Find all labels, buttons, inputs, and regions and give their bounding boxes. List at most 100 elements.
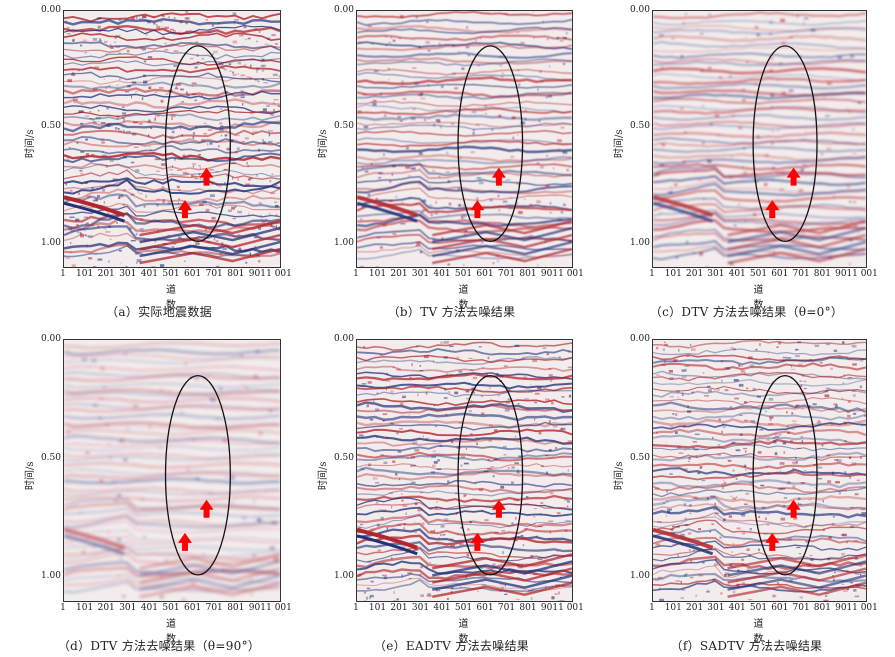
x-tick-label: 701 <box>205 603 223 613</box>
x-tick-label: 301 <box>707 269 725 279</box>
x-tick-label: 301 <box>411 603 430 613</box>
x-tick-label: 1 001 <box>558 603 584 613</box>
arrow-up-icon <box>177 200 192 219</box>
x-tick-label: 401 <box>728 269 746 279</box>
x-tick-label: 401 <box>728 603 746 613</box>
x-tick-label: 1 <box>649 603 655 613</box>
x-tick-label: 101 <box>368 603 387 613</box>
x-tick-label: 301 <box>411 269 430 279</box>
x-tick-label: 1 <box>60 269 66 279</box>
x-tick-label: 1 001 <box>558 269 584 279</box>
y-axis-label: 时间/s <box>25 461 36 491</box>
arrow-up-icon <box>199 499 214 518</box>
arrow-up-icon <box>765 200 780 219</box>
x-tick-label: 501 <box>162 269 180 279</box>
x-tick-label: 1 001 <box>852 269 878 279</box>
x-axis-label: 道数 <box>166 619 176 645</box>
x-tick-label: 501 <box>749 269 768 279</box>
x-tick-label: 901 <box>540 603 559 613</box>
y-axis-label: 时间/s <box>614 461 625 491</box>
arrow-up-icon <box>786 499 801 518</box>
x-tick-label: 901 <box>248 269 266 279</box>
arrow-up-icon <box>491 499 506 518</box>
x-axis-label: 道数 <box>458 619 469 645</box>
x-axis-label: 道数 <box>458 285 469 311</box>
x-tick-label: 1 001 <box>852 603 878 613</box>
x-tick-label: 601 <box>184 603 202 613</box>
panel-caption: （a）实际地震数据 <box>106 305 212 319</box>
x-tick-label: 601 <box>476 269 494 279</box>
x-tick-label: 701 <box>792 603 810 613</box>
x-tick-label: 301 <box>119 603 137 613</box>
x-axis-label: 道数 <box>753 285 764 311</box>
x-tick-label: 501 <box>162 603 180 613</box>
x-tick-label: 1 <box>353 603 359 613</box>
arrow-up-icon <box>765 532 780 551</box>
x-tick-label: 201 <box>97 269 115 279</box>
x-tick-label: 1 <box>649 269 655 279</box>
y-tick-label: 0.00 <box>629 334 650 344</box>
x-tick-label: 401 <box>140 269 158 279</box>
highlight-ellipse <box>164 374 231 576</box>
x-tick-labels: 1 101 201 301 401 501 601 701 801 901 1 001 <box>353 269 584 280</box>
y-tick-label: 0.50 <box>333 121 354 132</box>
x-tick-label: 701 <box>205 269 223 279</box>
x-tick-label: 401 <box>433 603 451 613</box>
x-tick-label: 801 <box>813 269 831 279</box>
x-tick-label: 901 <box>835 603 853 613</box>
seismic-section-e <box>356 339 573 602</box>
x-tick-label: 301 <box>707 603 725 613</box>
y-axis-label: 时间/s <box>318 129 329 159</box>
highlight-ellipse <box>457 374 524 576</box>
panel-caption: （c）DTV 方法去噪结果（θ=0°） <box>649 305 844 319</box>
x-tick-label: 601 <box>184 269 202 279</box>
y-tick-label: 1.00 <box>40 571 61 582</box>
highlight-ellipse <box>752 374 818 576</box>
y-tick-label: 1.00 <box>333 571 354 582</box>
y-axis-label: 时间/s <box>25 129 36 159</box>
x-axis-label: 道数 <box>753 619 764 645</box>
y-tick-label: 0.00 <box>333 334 354 344</box>
y-tick-label: 0.00 <box>629 5 650 15</box>
x-tick-labels: 1 101 201 301 401 501 601 701 801 901 1 001 <box>60 603 292 614</box>
highlight-ellipse <box>457 45 524 243</box>
x-tick-label: 101 <box>76 603 94 613</box>
x-tick-label: 801 <box>519 269 537 279</box>
arrow-up-icon <box>470 532 485 551</box>
arrow-up-icon <box>199 167 214 186</box>
x-tick-label: 401 <box>433 269 451 279</box>
y-tick-label: 1.00 <box>40 237 61 248</box>
x-axis-label: 道数 <box>166 285 176 311</box>
x-tick-label: 1 <box>353 269 359 279</box>
x-tick-label: 201 <box>390 603 408 613</box>
x-tick-label: 1 <box>60 603 66 613</box>
x-tick-label: 201 <box>390 269 408 279</box>
x-tick-label: 801 <box>227 269 245 279</box>
seismic-section-c <box>652 10 867 268</box>
x-tick-label: 401 <box>140 603 158 613</box>
panel-caption: （b）TV 方法去噪结果 <box>387 305 516 319</box>
arrow-up-icon <box>786 167 801 186</box>
x-tick-label: 601 <box>476 603 494 613</box>
y-tick-label: 0.50 <box>40 452 61 463</box>
x-tick-label: 901 <box>248 603 266 613</box>
x-tick-label: 801 <box>519 603 537 613</box>
arrow-up-icon <box>470 200 485 219</box>
x-tick-label: 701 <box>792 269 810 279</box>
arrow-up-icon <box>177 532 192 551</box>
x-tick-label: 101 <box>368 269 387 279</box>
x-tick-label: 201 <box>97 603 115 613</box>
y-tick-label: 1.00 <box>629 237 650 248</box>
x-tick-label: 601 <box>771 603 789 613</box>
highlight-ellipse <box>752 45 818 243</box>
x-tick-label: 1 001 <box>266 269 292 279</box>
x-tick-label: 201 <box>686 603 704 613</box>
x-tick-labels: 1 101 201 301 401 501 601 701 801 901 1 001 <box>60 269 292 280</box>
x-tick-label: 701 <box>497 269 516 279</box>
x-tick-labels: 1 101 201 301 401 501 601 701 801 901 1 001 <box>649 603 878 614</box>
panel-caption: （e）EADTV 方法去噪结果 <box>373 639 530 653</box>
y-tick-label: 0.00 <box>40 334 61 344</box>
x-tick-label: 601 <box>771 269 789 279</box>
x-tick-label: 801 <box>227 603 245 613</box>
x-tick-label: 801 <box>813 603 831 613</box>
